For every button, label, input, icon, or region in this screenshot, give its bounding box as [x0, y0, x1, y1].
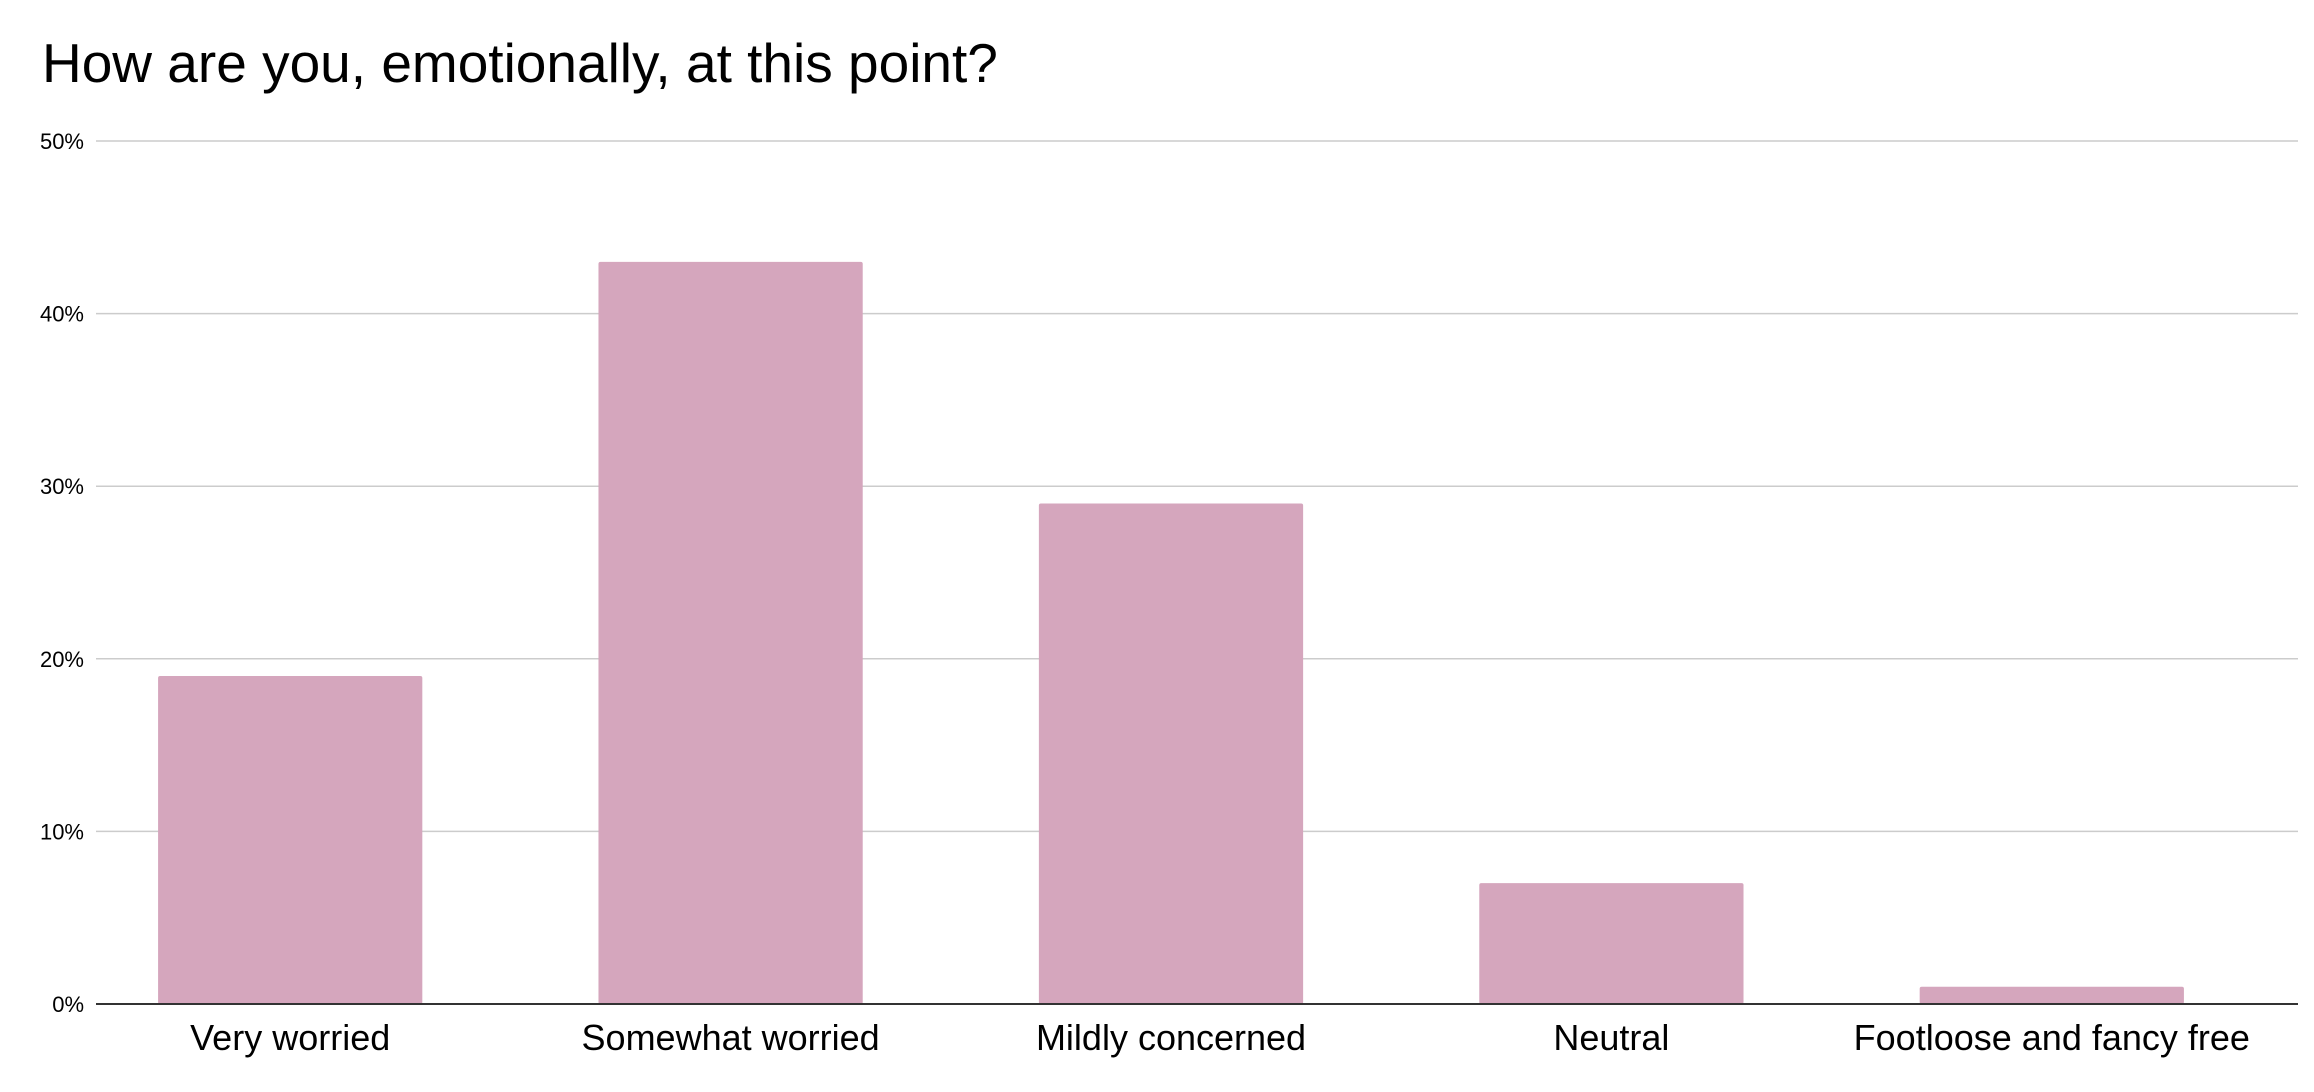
gridlines: [96, 140, 2298, 833]
bar: [598, 261, 863, 1004]
bar: [1919, 986, 2184, 1004]
chart-title: How are you, emotionally, at this point?: [42, 32, 998, 94]
y-tick-label: 40%: [40, 302, 84, 327]
y-tick-label: 50%: [40, 129, 84, 154]
bar: [158, 676, 423, 1004]
x-tick-label: Neutral: [1553, 1017, 1669, 1058]
y-axis-ticks: 0% 10% 20% 30% 40% 50%: [40, 129, 84, 1017]
bars: [158, 261, 2184, 1004]
bar: [1038, 503, 1304, 1004]
y-tick-label: 30%: [40, 474, 84, 499]
bar: [1479, 883, 1744, 1004]
x-axis-labels: Very worried Somewhat worried Mildly conce…: [190, 1017, 2250, 1058]
x-tick-label: Mildly concerned: [1036, 1017, 1306, 1058]
x-tick-label: Very worried: [190, 1017, 390, 1058]
x-tick-label: Footloose and fancy free: [1854, 1017, 2250, 1058]
x-tick-label: Somewhat worried: [582, 1017, 880, 1058]
y-tick-label: 0%: [52, 992, 84, 1017]
y-tick-label: 10%: [40, 819, 84, 844]
y-tick-label: 20%: [40, 647, 84, 672]
